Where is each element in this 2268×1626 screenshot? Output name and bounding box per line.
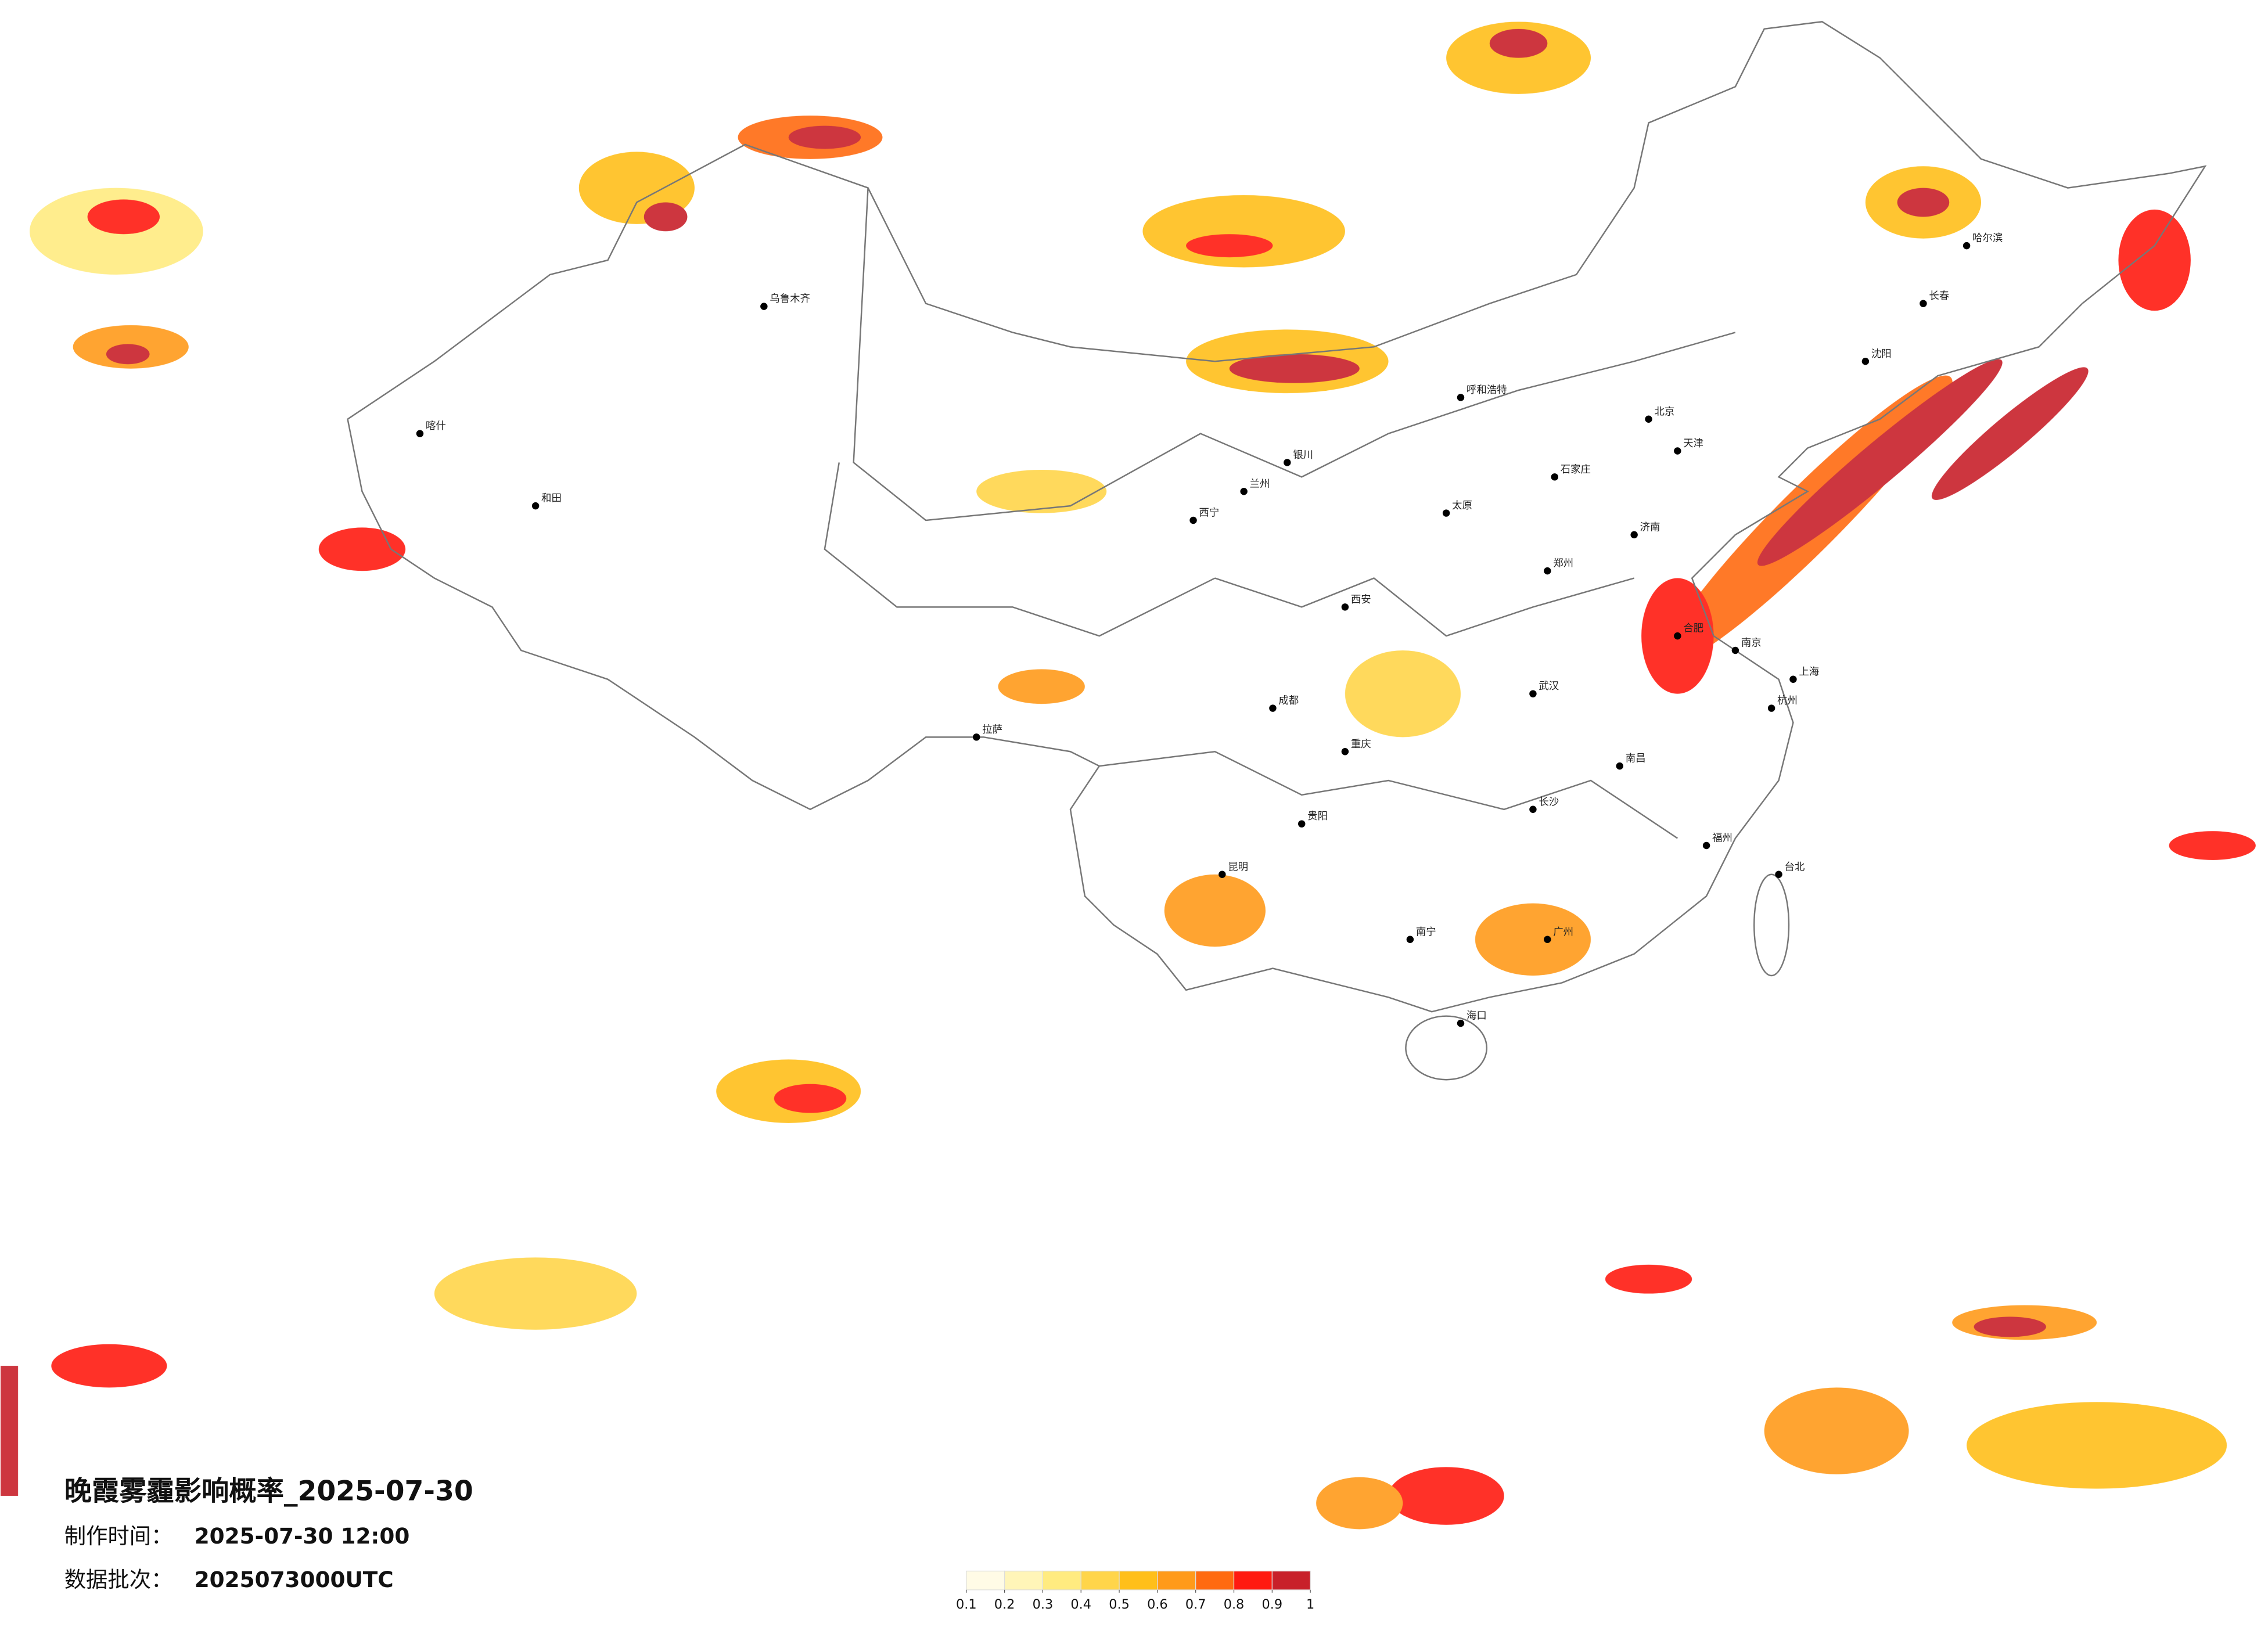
- city-label: 呼和浩特: [1467, 384, 1507, 396]
- made-label: 制作时间：: [64, 1523, 173, 1549]
- city-dot: [1544, 567, 1551, 575]
- city-dot: [1457, 394, 1465, 401]
- made-time: 2025-07-30 12:00: [195, 1523, 410, 1549]
- city-label: 喀什: [426, 420, 446, 432]
- heat-layer: [1, 21, 2256, 1530]
- city-dot: [1775, 870, 1782, 878]
- legend-label: 0.9: [1262, 1597, 1283, 1612]
- city-label: 石家庄: [1561, 464, 1591, 476]
- city-label: 北京: [1655, 406, 1675, 418]
- city-dot: [1341, 748, 1349, 756]
- city-dot: [1406, 936, 1414, 943]
- city-dot: [1963, 242, 1971, 250]
- city-dot: [1920, 300, 1927, 307]
- legend-label: 1: [1306, 1597, 1314, 1612]
- city-label: 南京: [1741, 638, 1762, 649]
- city-dot: [1240, 488, 1248, 495]
- city-label: 福州: [1712, 833, 1733, 844]
- city-label: 合肥: [1683, 623, 1703, 635]
- city-label: 西宁: [1199, 508, 1220, 519]
- city-label: 长沙: [1539, 796, 1559, 808]
- city-dot: [972, 733, 980, 741]
- city-label: 贵阳: [1307, 811, 1328, 822]
- legend-swatch: [1004, 1570, 1044, 1591]
- legend-swatch: [1271, 1570, 1311, 1591]
- batch: 2025073000UTC: [195, 1567, 394, 1592]
- city-dot: [1674, 447, 1681, 455]
- city-dot: [1630, 531, 1638, 539]
- city-label: 乌鲁木齐: [770, 293, 810, 305]
- legend-swatch: [966, 1570, 1005, 1591]
- legend-swatch: [1157, 1570, 1196, 1591]
- map-title: 晚霞雾霾影响概率_2025-07-30: [64, 1475, 473, 1507]
- city-dot: [1442, 509, 1450, 517]
- batch-label: 数据批次：: [64, 1567, 173, 1592]
- city-label: 广州: [1553, 926, 1573, 938]
- city-dot: [1457, 1019, 1465, 1027]
- legend-label: 0.4: [1070, 1597, 1091, 1612]
- city-label: 郑州: [1553, 558, 1573, 570]
- city-label: 西安: [1351, 594, 1371, 606]
- legend: 0.1 0.2 0.3 0.4 0.5 0.6 0.7 0.8 0.9 1: [956, 1570, 1314, 1612]
- city-dot: [760, 303, 768, 310]
- city-label: 天津: [1683, 438, 1703, 449]
- legend-label: 0.5: [1109, 1597, 1130, 1612]
- city-label: 兰州: [1250, 479, 1270, 490]
- city-dot: [1341, 603, 1349, 611]
- city-dot: [1551, 473, 1558, 481]
- city-label: 昆明: [1228, 861, 1248, 873]
- city-dot: [1616, 762, 1623, 770]
- city-label: 海口: [1467, 1010, 1487, 1022]
- legend-label: 0.1: [956, 1597, 977, 1612]
- city-label: 拉萨: [982, 724, 1002, 736]
- city-label: 上海: [1799, 666, 1819, 678]
- city-dot: [416, 430, 424, 437]
- legend-label: 0.6: [1147, 1597, 1168, 1612]
- border: [347, 21, 2207, 1081]
- city-dot: [1767, 704, 1775, 712]
- city-label: 银川: [1293, 449, 1313, 461]
- city-dot: [1219, 870, 1226, 878]
- city-dot: [1702, 841, 1710, 850]
- city-dot: [1189, 516, 1197, 524]
- city-dot: [1674, 632, 1681, 640]
- city-label: 沈阳: [1871, 348, 1892, 360]
- legend-label: 0.7: [1185, 1597, 1206, 1612]
- city-label: 和田: [541, 493, 562, 505]
- legend-swatch: [1233, 1570, 1273, 1591]
- city-dot: [1544, 936, 1551, 943]
- city-dot: [1297, 820, 1306, 828]
- city-label: 重庆: [1351, 739, 1371, 750]
- city-dot: [531, 502, 540, 510]
- city-dot: [1645, 415, 1652, 423]
- legend-label: 0.8: [1224, 1597, 1245, 1612]
- city-label: 杭州: [1777, 695, 1798, 707]
- city-dot: [1284, 459, 1291, 466]
- legend-label: 0.3: [1033, 1597, 1054, 1612]
- legend-swatch: [1042, 1570, 1081, 1591]
- legend-swatch: [1080, 1570, 1120, 1591]
- legend-label: 0.2: [994, 1597, 1015, 1612]
- city-label: 成都: [1278, 695, 1299, 707]
- legend-swatch: [1195, 1570, 1235, 1591]
- city-label: 哈尔滨: [1972, 233, 2003, 244]
- city-dot: [1861, 358, 1870, 365]
- city-label: 南宁: [1416, 926, 1436, 938]
- city-label: 济南: [1640, 521, 1660, 533]
- city-label: 台北: [1785, 861, 1805, 873]
- city-dot: [1789, 675, 1797, 683]
- city-label: 武汉: [1539, 681, 1559, 692]
- city-label: 南昌: [1626, 753, 1646, 765]
- city-label: 太原: [1452, 500, 1472, 512]
- city-dot: [1529, 805, 1537, 813]
- city-dot: [1269, 704, 1277, 712]
- legend-swatch: [1119, 1570, 1158, 1591]
- city-dot: [1731, 646, 1739, 654]
- city-label: 长春: [1929, 290, 1949, 302]
- city-dot: [1529, 690, 1537, 697]
